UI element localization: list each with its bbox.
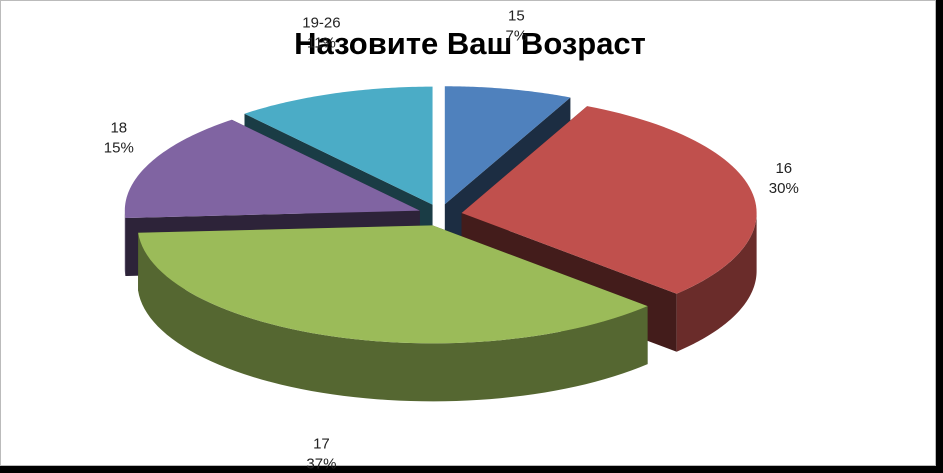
slice-category: 15 bbox=[508, 8, 525, 25]
slice-category: 18 bbox=[110, 119, 127, 136]
slice-category: 17 bbox=[313, 436, 330, 453]
slice-value-label: 7% bbox=[506, 28, 528, 45]
slice-value-label: 37% bbox=[306, 456, 336, 473]
pie-slice bbox=[138, 225, 648, 402]
slice-top bbox=[124, 119, 420, 219]
slice-category: 19-26 bbox=[302, 14, 340, 31]
slice-value-label: 15% bbox=[104, 139, 134, 156]
slice-wall bbox=[676, 212, 757, 352]
slice-wall bbox=[124, 210, 126, 277]
slice-value-label: 11% bbox=[307, 34, 336, 51]
chart-title: Назовите Ваш Возраст bbox=[294, 26, 646, 61]
slice-category: 16 bbox=[775, 160, 792, 177]
slice-top bbox=[138, 225, 648, 344]
slice-top bbox=[461, 106, 757, 294]
slice-wall bbox=[138, 232, 648, 402]
slice-top bbox=[244, 86, 433, 205]
slice-top bbox=[444, 86, 571, 205]
slice-value-label: 30% bbox=[769, 180, 799, 197]
